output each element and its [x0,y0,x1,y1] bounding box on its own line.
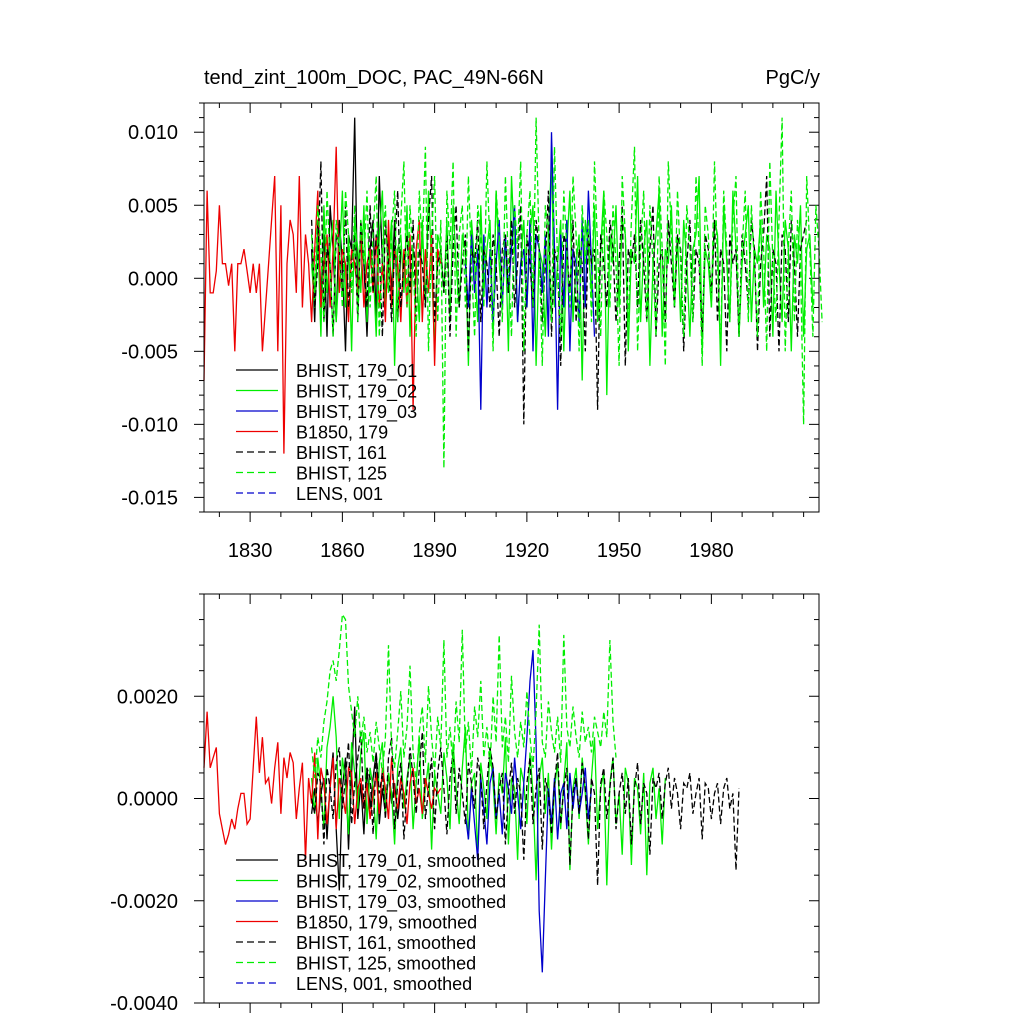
series-line-2 [464,650,593,973]
top-panel: 1830 1860 1890 1920 1950 1980 0.010 0.005 0.000 -… [121,102,823,562]
series-line-4 [310,731,740,886]
legend-label: BHIST, 179_02, smoothed [296,872,506,893]
legend-label: LENS, 001 [296,484,383,504]
legend-label: BHIST, 179_01 [296,361,417,382]
y-tick-label: -0.015 [121,487,178,509]
y-tick-label: 0.010 [128,122,178,144]
top-plot-frame [203,102,820,513]
legend-label: BHIST, 125 [296,464,387,484]
bottom-panel: 0.0020 0.0000 -0.0020 -0.0040 BHIST, 179_01… [110,593,820,1015]
legend-label: BHIST, 179_02 [296,382,417,403]
x-tick-label: 1860 [320,540,365,562]
legend-label: BHIST, 179_03 [296,402,417,423]
y-tick-label: -0.010 [121,414,178,436]
y-tick-label: -0.0040 [110,993,178,1015]
bottom-plot-frame [203,593,820,1004]
chart-units: PgC/y [766,67,820,89]
y-tick-label: 0.000 [128,268,178,290]
series-line-1 [310,696,666,886]
legend-label: BHIST, 161 [296,443,387,463]
x-tick-label: 1950 [597,540,642,562]
chart-title: tend_zint_100m_DOC, PAC_49N-66N [204,67,544,89]
legend-label: BHIST, 179_03, smoothed [296,892,506,913]
x-tick-label: 1920 [505,540,550,562]
y-tick-label: -0.005 [121,341,178,363]
legend-label: B1850, 179 [296,423,388,443]
legend-label: BHIST, 179_01, smoothed [296,851,506,872]
y-tick-label: -0.0020 [110,891,178,913]
series-line-5 [310,117,823,469]
legend-label: B1850, 179, smoothed [296,913,477,933]
series-line-2 [464,132,596,410]
legend-label: BHIST, 125, smoothed [296,954,476,974]
x-tick-label: 1980 [689,540,734,562]
y-tick-label: 0.005 [128,195,178,217]
y-tick-label: 0.0020 [117,686,178,708]
x-tick-label: 1890 [412,540,457,562]
legend-label: BHIST, 161, smoothed [296,933,476,953]
x-tick-label: 1830 [228,540,273,562]
legend-label: LENS, 001, smoothed [296,974,472,994]
series-line-5 [310,612,617,784]
y-tick-label: 0.0000 [117,789,178,811]
